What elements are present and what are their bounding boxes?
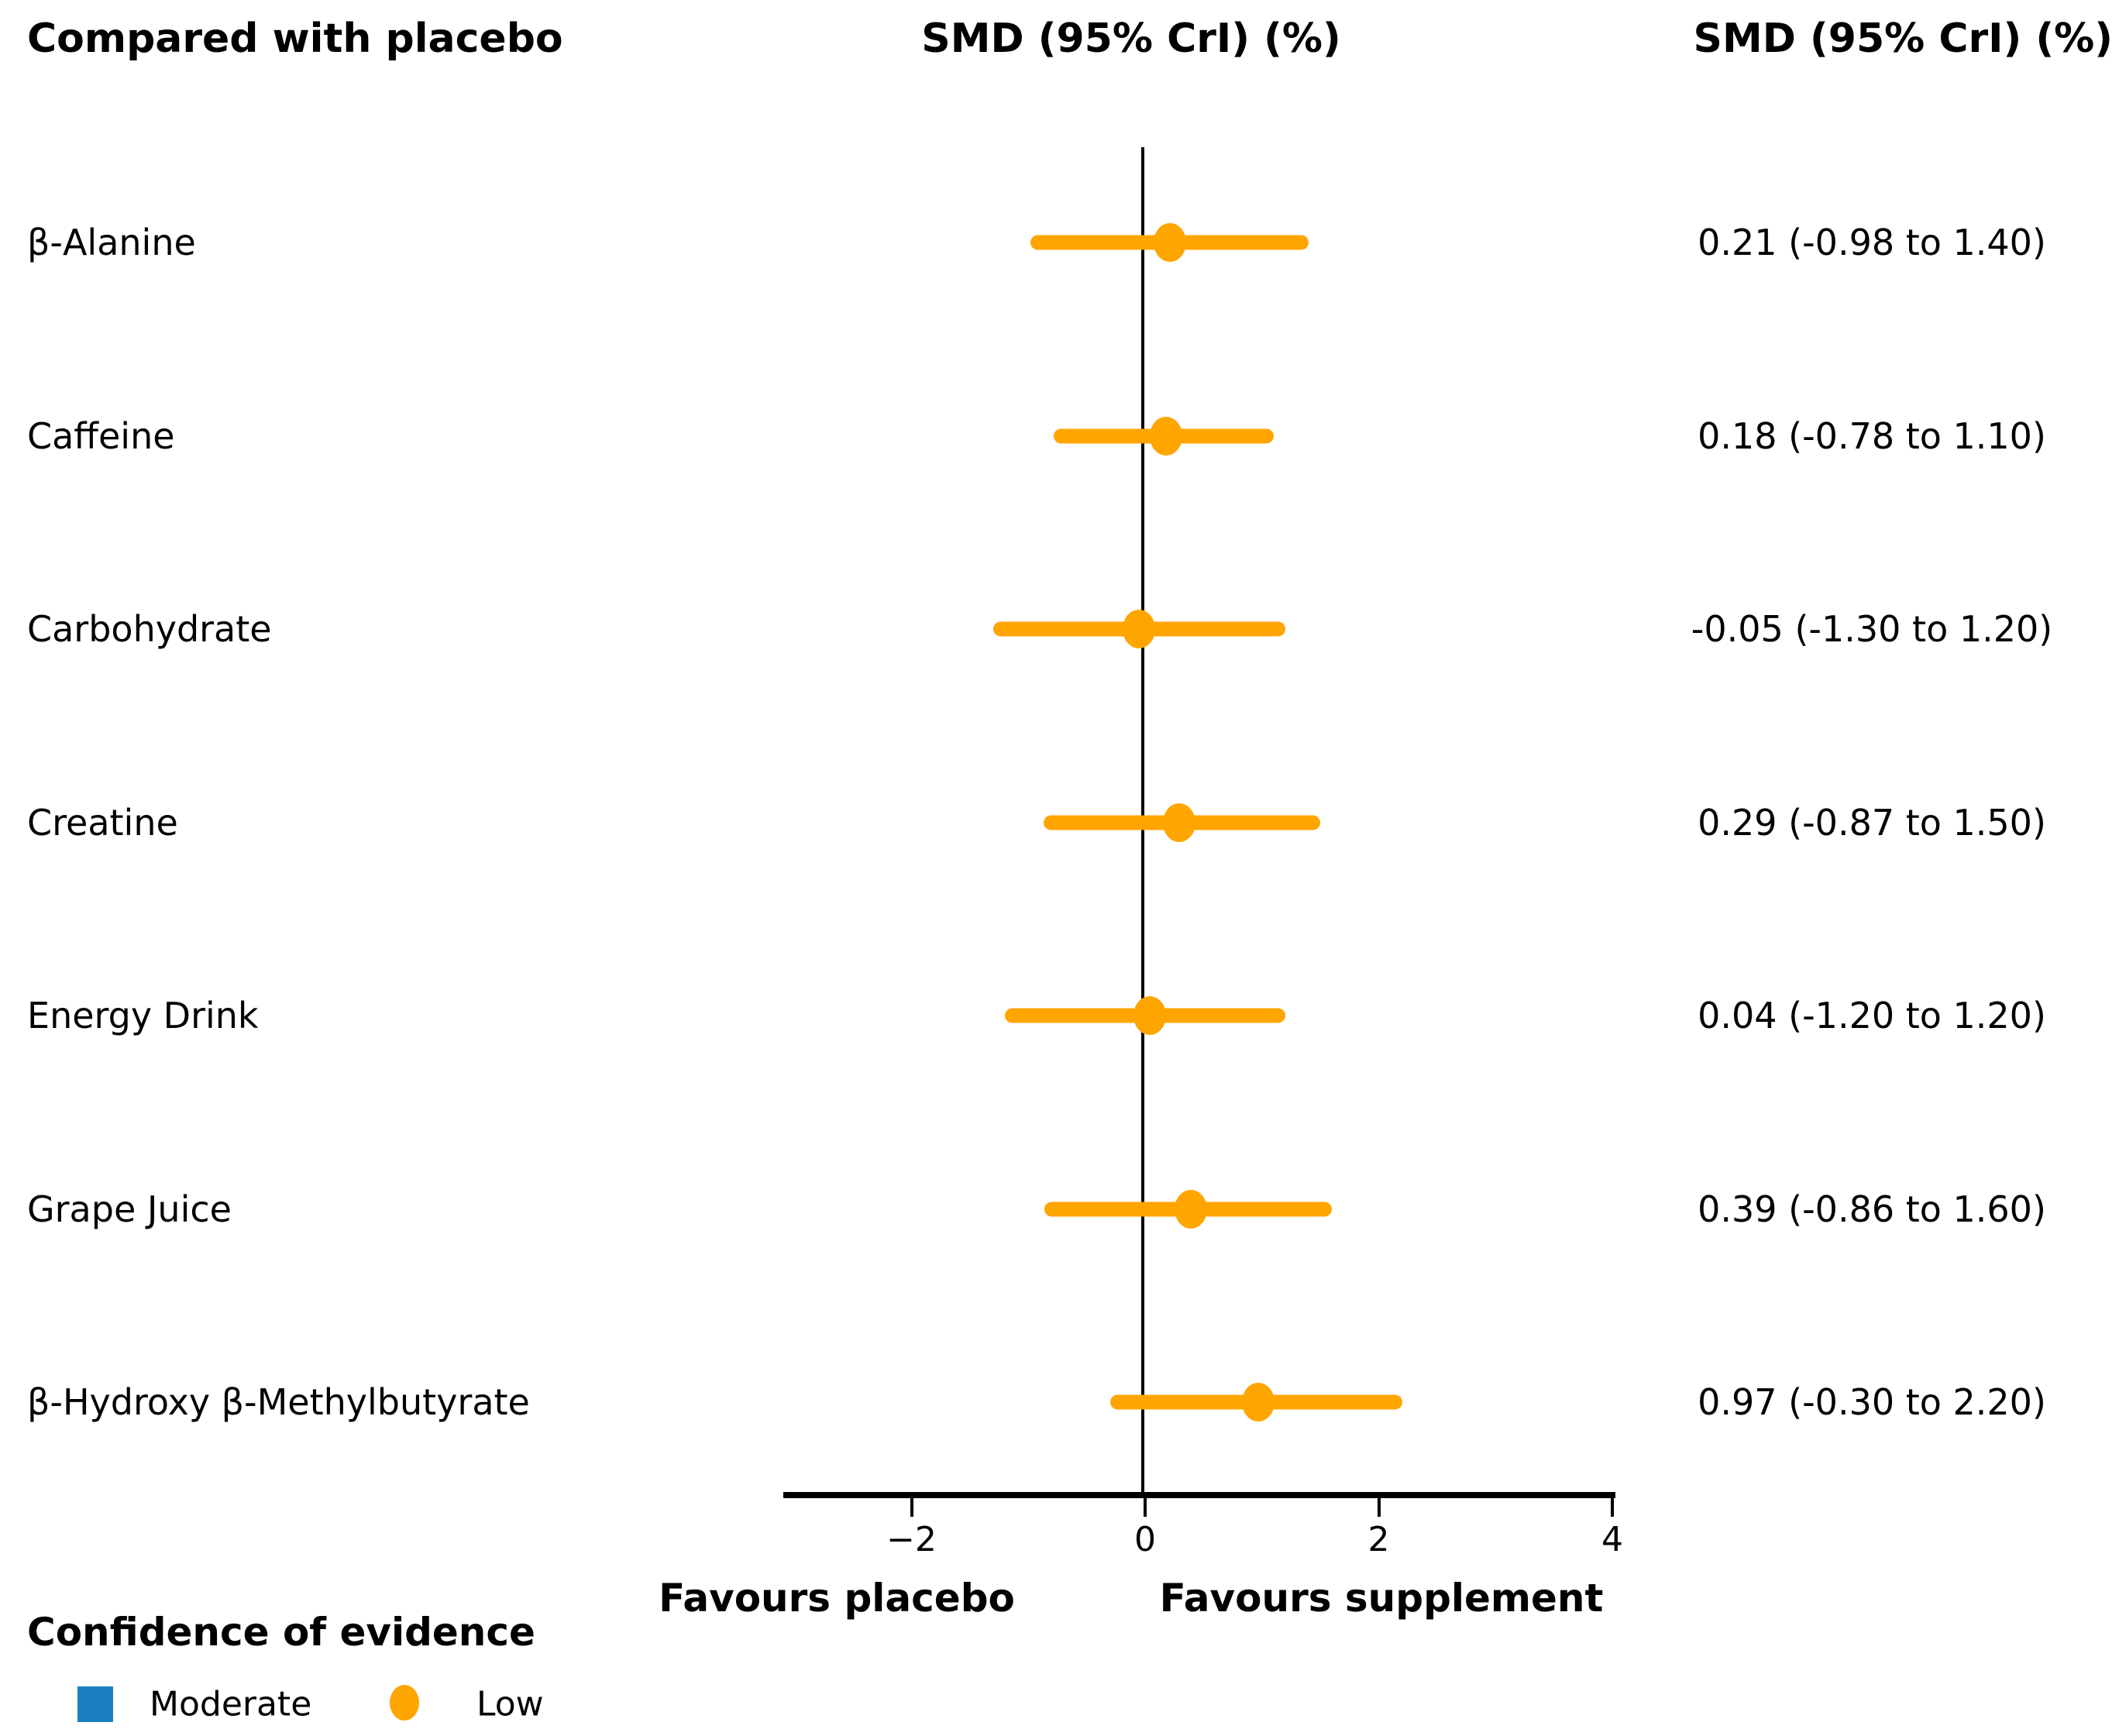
x-tick	[910, 1498, 913, 1517]
smd-value-text: -0.05 (-1.30 to 1.20)	[1691, 608, 2053, 650]
x-tick-label: −2	[886, 1520, 937, 1559]
row-label: β-Hydroxy β-Methylbutyrate	[27, 1381, 530, 1423]
x-tick	[1377, 1498, 1381, 1517]
favours-supplement-label: Favours supplement	[1159, 1576, 1604, 1621]
row-label: Energy Drink	[27, 995, 259, 1036]
row-label: Grape Juice	[27, 1188, 232, 1230]
column-header-values: SMD (95% CrI) (%)	[1693, 15, 2113, 62]
x-tick-label: 0	[1134, 1520, 1156, 1559]
legend-title: Confidence of evidence	[27, 1610, 535, 1655]
smd-value-text: 0.29 (-0.87 to 1.50)	[1698, 801, 2046, 844]
smd-point-marker	[1150, 416, 1183, 455]
x-tick-label: 4	[1601, 1520, 1623, 1559]
smd-point-marker	[1133, 996, 1167, 1035]
smd-point-marker	[1123, 610, 1156, 648]
column-header-plot: SMD (95% CrI) (%)	[921, 15, 1341, 62]
row-label: Caffeine	[27, 414, 175, 457]
favours-placebo-label: Favours placebo	[659, 1576, 1015, 1621]
row-label: Carbohydrate	[27, 608, 272, 650]
low-circle-icon	[390, 1685, 419, 1721]
moderate-square-icon	[77, 1686, 113, 1722]
smd-point-marker	[1162, 803, 1195, 842]
smd-point-marker	[1174, 1189, 1207, 1229]
legend-label-moderate: Moderate	[150, 1684, 312, 1724]
x-axis-line	[783, 1492, 1615, 1498]
x-tick	[1144, 1498, 1147, 1517]
smd-value-text: 0.18 (-0.78 to 1.10)	[1698, 414, 2046, 457]
smd-point-marker	[1153, 223, 1186, 262]
smd-value-text: 0.21 (-0.98 to 1.40)	[1698, 222, 2046, 263]
smd-value-text: 0.39 (-0.86 to 1.60)	[1698, 1188, 2046, 1230]
row-label: Creatine	[27, 801, 178, 844]
row-label: β-Alanine	[27, 222, 196, 263]
smd-value-text: 0.04 (-1.20 to 1.20)	[1698, 995, 2046, 1036]
column-header-comparator: Compared with placebo	[27, 15, 563, 62]
x-tick	[1611, 1498, 1614, 1517]
smd-value-text: 0.97 (-0.30 to 2.20)	[1698, 1381, 2046, 1423]
legend-label-low: Low	[476, 1684, 544, 1724]
x-tick-label: 2	[1367, 1520, 1390, 1559]
smd-point-marker	[1242, 1383, 1275, 1421]
